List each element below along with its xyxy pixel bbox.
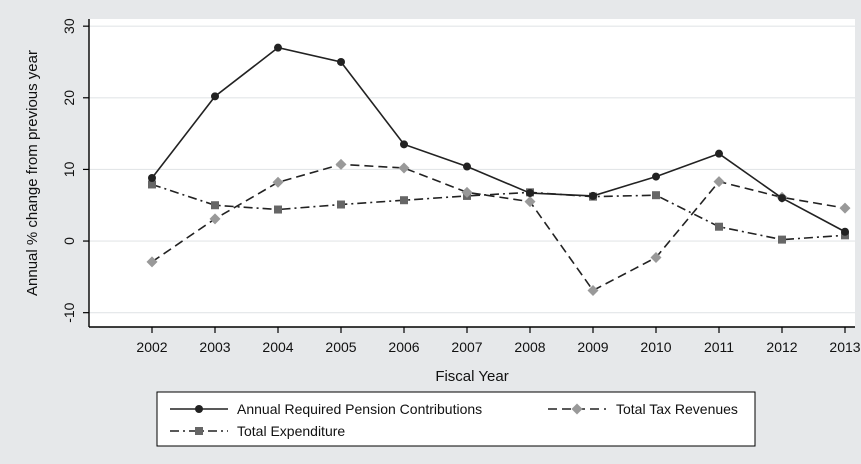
legend-swatch-marker [571,403,583,415]
data-point [337,57,345,66]
data-point [841,227,849,236]
data-point [148,180,156,189]
x-tick-label: 2003 [199,339,230,355]
x-tick-label: 2005 [325,339,356,355]
data-point [587,284,599,296]
axes [88,19,855,328]
legend-swatch-marker [195,405,203,413]
series [146,43,851,296]
x-tick-label: 2004 [262,339,293,355]
series-line [151,46,846,233]
legend-label: Annual Required Pension Contributions [237,401,482,417]
y-tick-label: 30 [61,18,77,34]
y-axis-title: Annual % change from previous year [24,50,41,296]
data-point [839,202,851,214]
data-point [589,191,597,200]
x-tick-label: 2013 [829,339,860,355]
legend-item: Total Expenditure [170,423,345,439]
x-tick-label: 2010 [640,339,671,355]
series-0 [148,43,849,236]
x-tick-label: 2006 [388,339,419,355]
data-point [463,162,471,171]
data-point [524,196,536,208]
series-line [151,183,846,241]
legend-label: Total Expenditure [237,423,345,439]
data-point [526,189,534,198]
plot-area [89,19,855,327]
x-axis-title: Fiscal Year [435,368,508,385]
data-point [398,162,410,174]
legend-label: Total Tax Revenues [616,401,738,417]
data-point [715,149,723,158]
data-point [400,196,408,205]
data-point [274,205,282,214]
x-tick-label: 2009 [577,339,608,355]
data-point [335,158,347,170]
data-point [652,191,660,200]
x-tick-label: 2008 [514,339,545,355]
legend-box [156,391,756,447]
data-point [400,140,408,149]
data-point [713,176,725,188]
data-point [715,222,723,231]
data-point [146,256,158,268]
y-tick-label: 10 [61,161,77,177]
data-point [461,186,473,198]
x-tick-label: 2002 [136,339,167,355]
legend-swatch-marker [195,427,203,435]
data-point [652,172,660,181]
y-tick-label: 0 [61,237,77,245]
data-point [778,194,786,203]
data-point [148,174,156,183]
legend-item: Annual Required Pension Contributions [170,401,482,417]
data-point [209,213,221,225]
data-point [274,43,282,52]
data-point [211,92,219,101]
data-point [337,200,345,209]
y-tick-label: -10 [61,302,77,322]
legend-item: Total Tax Revenues [548,401,738,417]
x-tick-label: 2011 [704,339,734,355]
data-point [650,252,662,264]
ticks: -10 0 10 20 30 2002 2003 2004 2005 2006 2007 2008 20… [61,18,861,355]
y-tick-label: 20 [61,90,77,106]
x-tick-label: 2012 [766,339,797,355]
data-point [778,235,786,244]
data-point [272,176,284,188]
data-point [211,201,219,210]
legend: Annual Required Pension Contributions Tot… [156,391,756,447]
series-1 [146,158,851,296]
x-tick-label: 2007 [451,339,482,355]
